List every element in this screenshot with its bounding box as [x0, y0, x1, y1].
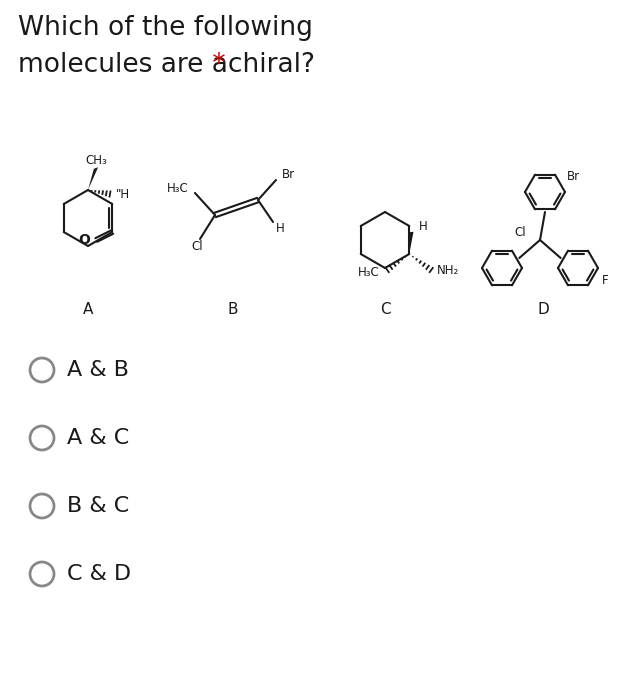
Text: C: C: [380, 303, 391, 317]
Text: A: A: [83, 303, 93, 317]
Text: "H: "H: [116, 187, 130, 201]
Text: Which of the following: Which of the following: [18, 15, 313, 41]
Text: CH₃: CH₃: [85, 154, 107, 166]
Text: B & C: B & C: [67, 496, 129, 516]
Text: C & D: C & D: [67, 564, 131, 584]
Text: NH₂: NH₂: [437, 264, 459, 277]
Text: H: H: [276, 222, 285, 234]
Text: H: H: [419, 219, 428, 233]
Text: D: D: [537, 303, 549, 317]
Text: O: O: [78, 233, 90, 247]
Polygon shape: [409, 232, 413, 254]
Text: A & C: A & C: [67, 428, 129, 448]
Text: Cl: Cl: [515, 226, 526, 238]
Text: Cl: Cl: [191, 240, 203, 254]
Text: A & B: A & B: [67, 360, 129, 380]
Polygon shape: [88, 167, 98, 190]
Text: Br: Br: [282, 168, 295, 182]
Text: H₃C: H₃C: [357, 266, 379, 278]
Text: B: B: [228, 303, 238, 317]
Text: Br: Br: [567, 171, 581, 184]
Text: molecules are achiral?: molecules are achiral?: [18, 52, 315, 78]
Text: F: F: [602, 273, 609, 287]
Text: *: *: [204, 52, 226, 78]
Text: H₃C: H₃C: [167, 182, 189, 196]
